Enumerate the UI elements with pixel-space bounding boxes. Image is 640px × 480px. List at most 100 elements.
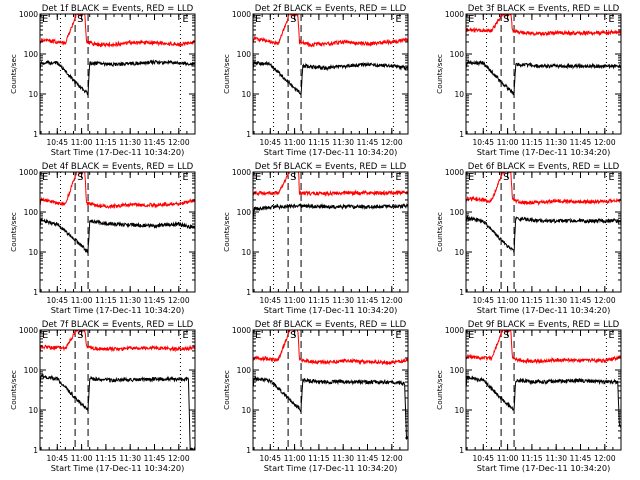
x-tick-label: 12:00 [168,296,190,305]
plot-frame [252,13,409,135]
plot-frame [252,329,409,451]
y-tick-label: 10 [28,406,38,415]
end-marker-label: E [608,14,614,25]
plot-frame [465,171,622,293]
x-tick-label: 11:30 [119,296,141,305]
panel-title: Det 4f BLACK = Events, RED = LLD [42,162,194,172]
end-marker-label: E [255,14,261,25]
x-axis-label: Start Time (17-Dec-11 10:34:20) [51,305,185,315]
end-marker-label: E [468,14,474,25]
x-tick-label: 10:45 [259,454,281,463]
x-tick-label: 12:00 [381,296,403,305]
y-tick-label: 10 [241,248,251,257]
end-marker-label: E [182,330,188,341]
x-tick-label: 11:00 [497,138,519,147]
events-trace [466,214,621,254]
y-axis-label: Counts/sec [435,212,444,252]
x-tick-label: 12:00 [594,454,616,463]
x-tick-label: 11:15 [521,138,543,147]
x-tick-label: 11:15 [308,296,330,305]
y-tick-label: 100 [450,50,465,59]
y-axis-label: Counts/sec [435,370,444,410]
y-tick-label: 10 [454,406,464,415]
x-tick-label: 11:45 [144,138,166,147]
start-marker-label: S [290,14,296,25]
end-marker-label: E [395,14,401,25]
x-tick-label: 10:45 [472,454,494,463]
y-tick-label: 100 [450,366,465,375]
x-tick-label: 11:45 [570,138,592,147]
x-tick-label: 11:45 [357,138,379,147]
plot-frame [39,329,196,451]
x-axis-label: Start Time (17-Dec-11 10:34:20) [477,463,611,473]
x-tick-label: 11:30 [119,138,141,147]
y-tick-label: 1 [33,446,38,455]
y-axis-label: Counts/sec [9,212,18,252]
panel-title: Det 5f BLACK = Events, RED = LLD [255,162,407,172]
lld-trace [253,172,408,197]
y-tick-label: 10 [28,90,38,99]
start-marker-label: S [77,14,83,25]
y-tick-label: 1000 [232,10,251,19]
x-tick-label: 11:30 [545,454,567,463]
events-trace [40,373,195,450]
end-marker-label: E [255,330,261,341]
y-tick-label: 1 [246,130,251,139]
y-tick-label: 10 [454,248,464,257]
panel-title: Det 7f BLACK = Events, RED = LLD [42,320,194,330]
x-tick-label: 11:30 [119,454,141,463]
y-tick-label: 100 [237,208,252,217]
start-marker-label: S [290,330,296,341]
x-tick-label: 11:00 [497,296,519,305]
y-tick-label: 10 [241,406,251,415]
y-axis-label: Counts/sec [435,54,444,94]
x-tick-label: 10:45 [259,296,281,305]
x-tick-label: 11:45 [357,296,379,305]
y-tick-label: 1000 [445,10,464,19]
start-marker-label: S [503,330,509,341]
x-tick-label: 11:15 [521,296,543,305]
y-tick-label: 100 [450,208,465,217]
end-marker-label: E [468,330,474,341]
end-marker-label: E [395,172,401,183]
x-tick-label: 10:45 [259,138,281,147]
y-tick-label: 1 [459,130,464,139]
x-tick-label: 11:30 [332,454,354,463]
y-tick-label: 10 [28,248,38,257]
x-tick-label: 11:00 [284,296,306,305]
x-tick-label: 12:00 [381,138,403,147]
x-tick-label: 12:00 [594,138,616,147]
plot-frame [465,13,622,135]
x-tick-label: 11:00 [497,454,519,463]
x-tick-label: 11:45 [570,454,592,463]
y-tick-label: 1 [459,446,464,455]
x-tick-label: 12:00 [168,454,190,463]
panel-title: Det 3f BLACK = Events, RED = LLD [468,4,620,14]
x-axis-label: Start Time (17-Dec-11 10:34:20) [51,463,185,473]
end-marker-label: E [608,330,614,341]
y-tick-label: 100 [237,50,252,59]
y-axis-label: Counts/sec [9,54,18,94]
x-tick-label: 12:00 [594,296,616,305]
y-tick-label: 1 [33,288,38,297]
y-tick-label: 10 [454,90,464,99]
x-tick-label: 11:30 [545,138,567,147]
end-marker-label: E [395,330,401,341]
y-tick-label: 100 [24,50,39,59]
end-marker-label: E [255,172,261,183]
x-tick-label: 11:15 [521,454,543,463]
plot-frame [465,329,622,451]
end-marker-label: E [42,172,48,183]
x-tick-label: 11:15 [308,454,330,463]
x-tick-label: 12:00 [381,454,403,463]
end-marker-label: E [42,330,48,341]
start-marker-label: S [77,172,83,183]
panel-title: Det 2f BLACK = Events, RED = LLD [255,4,407,14]
start-marker-label: S [503,14,509,25]
x-axis-label: Start Time (17-Dec-11 10:34:20) [264,463,398,473]
